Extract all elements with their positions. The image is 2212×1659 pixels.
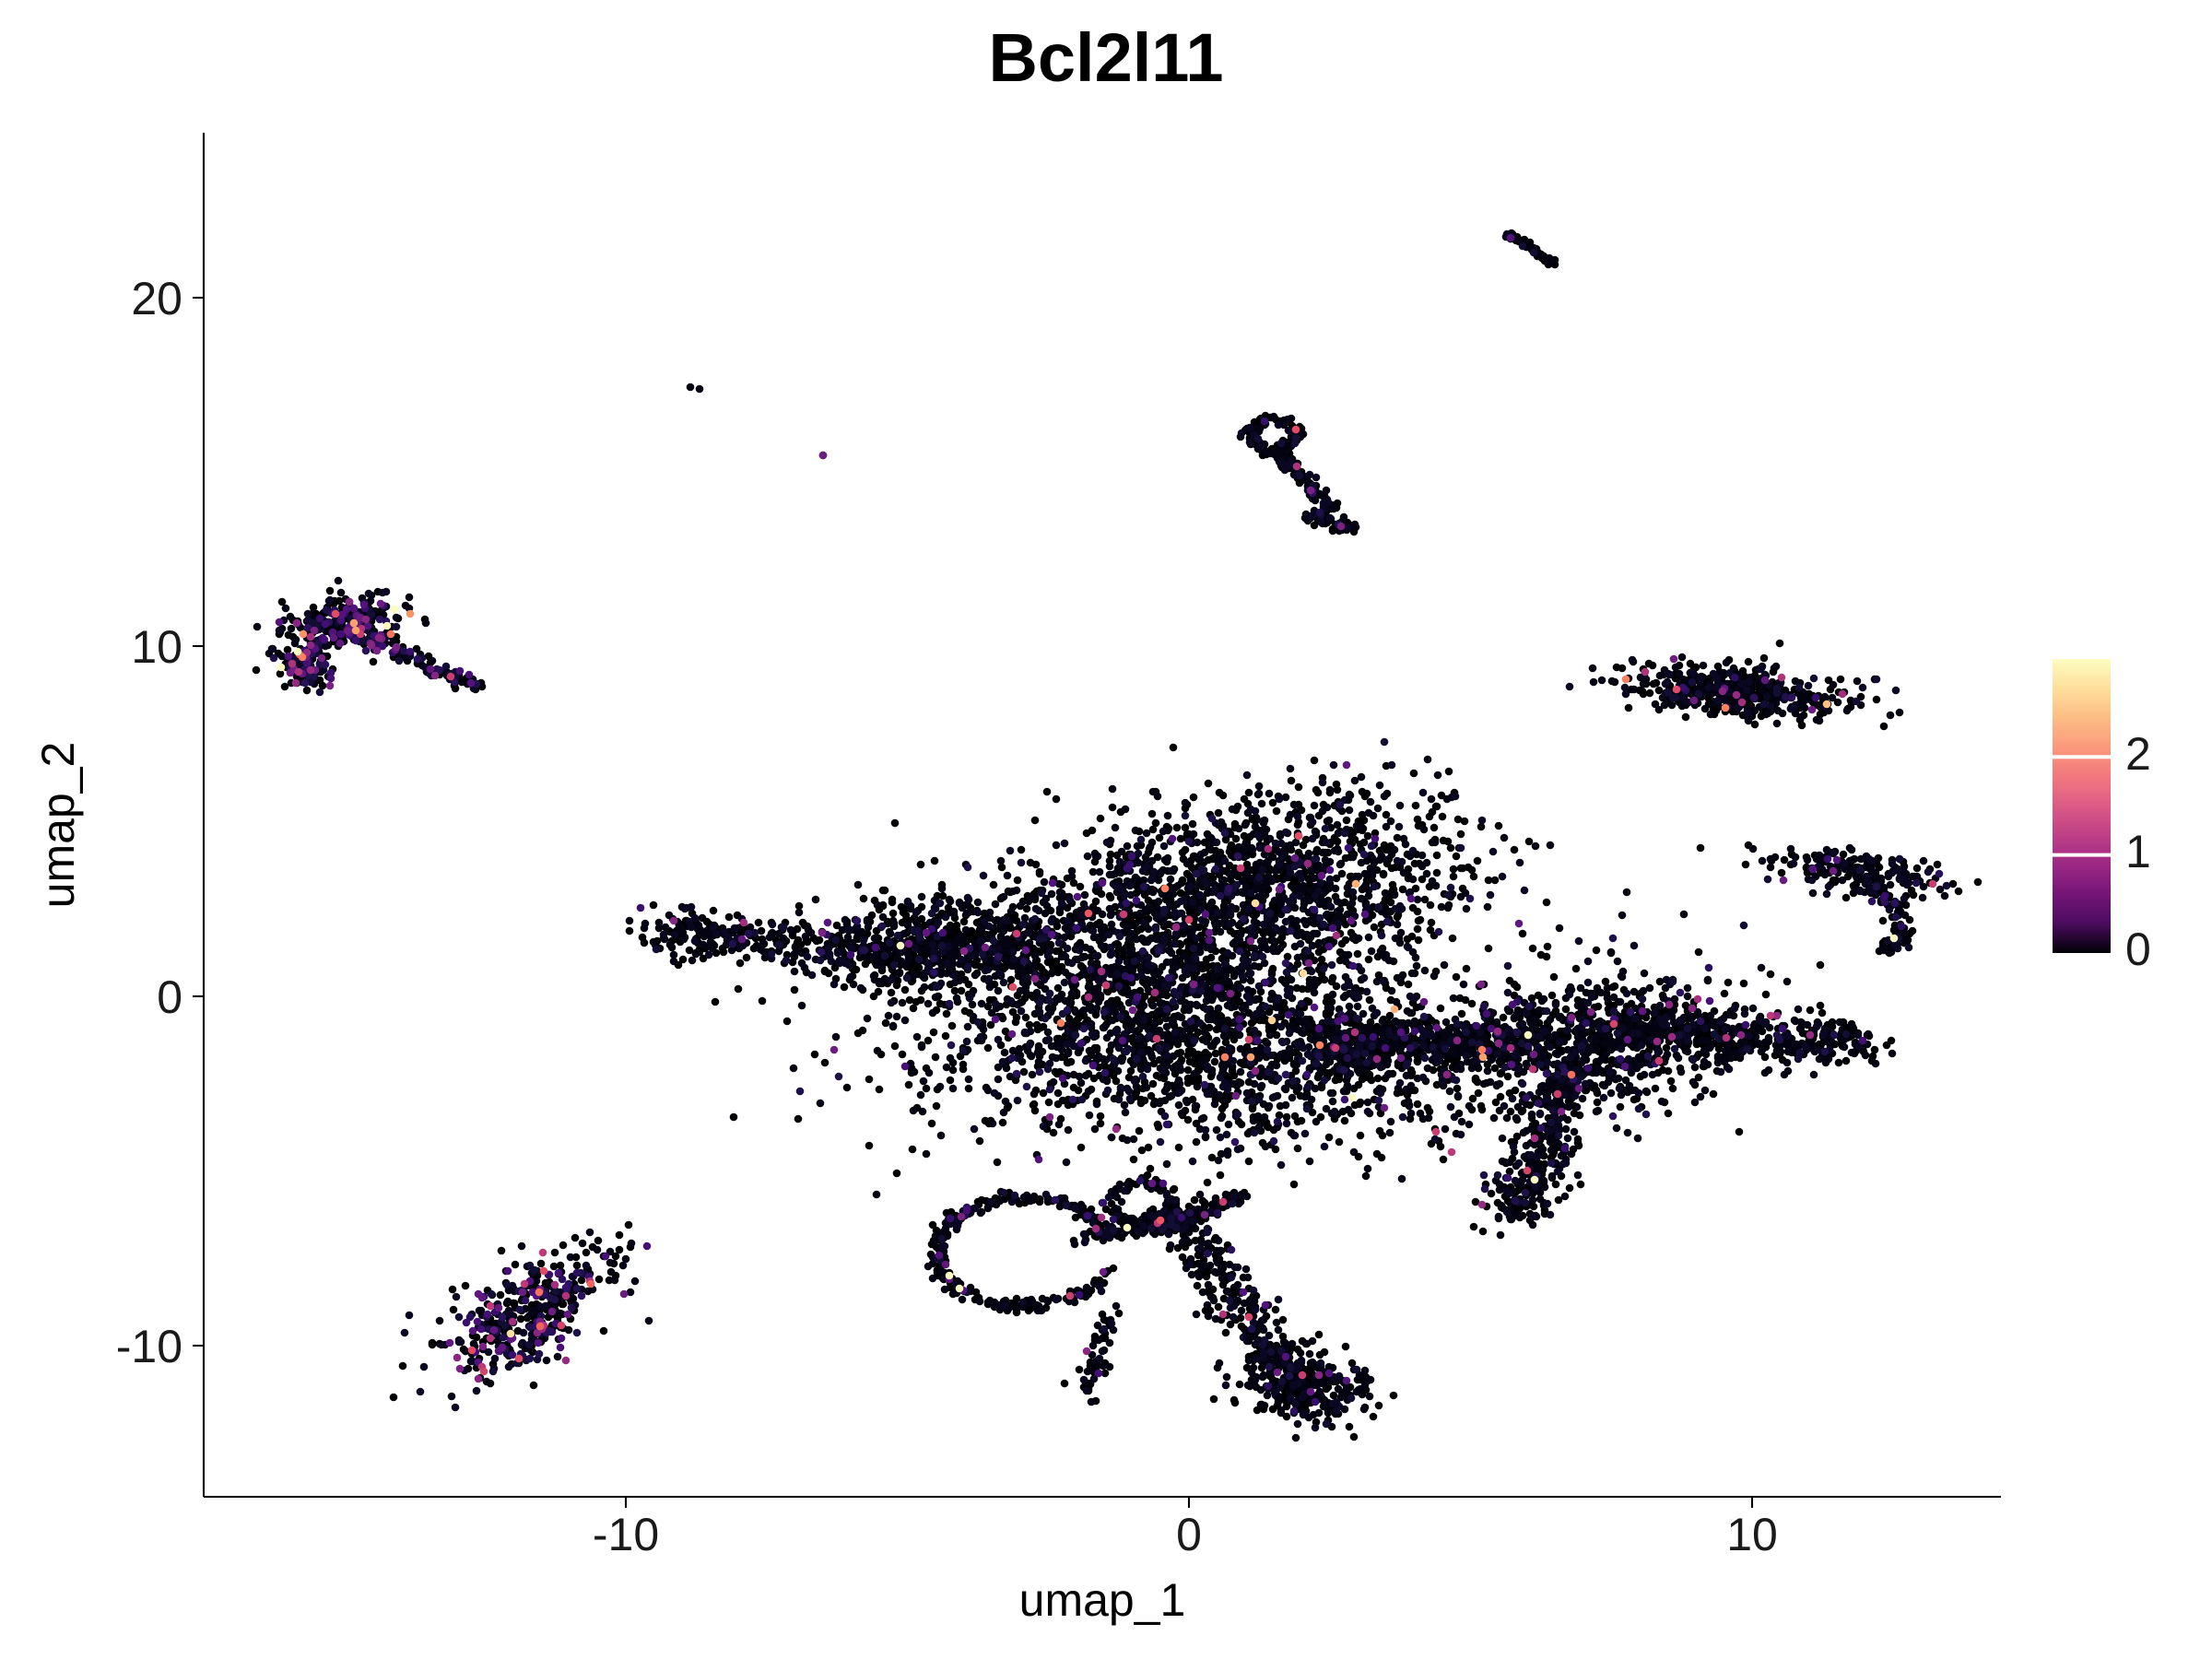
svg-text:0: 0 — [1176, 1509, 1202, 1560]
svg-text:20: 20 — [131, 273, 182, 324]
svg-text:10: 10 — [1726, 1509, 1778, 1560]
svg-text:-10: -10 — [116, 1321, 182, 1372]
svg-text:0: 0 — [157, 971, 182, 1023]
svg-text:-10: -10 — [593, 1509, 659, 1560]
svg-text:umap_2: umap_2 — [32, 742, 84, 909]
svg-text:10: 10 — [131, 621, 182, 673]
svg-text:umap_1: umap_1 — [1019, 1574, 1186, 1626]
